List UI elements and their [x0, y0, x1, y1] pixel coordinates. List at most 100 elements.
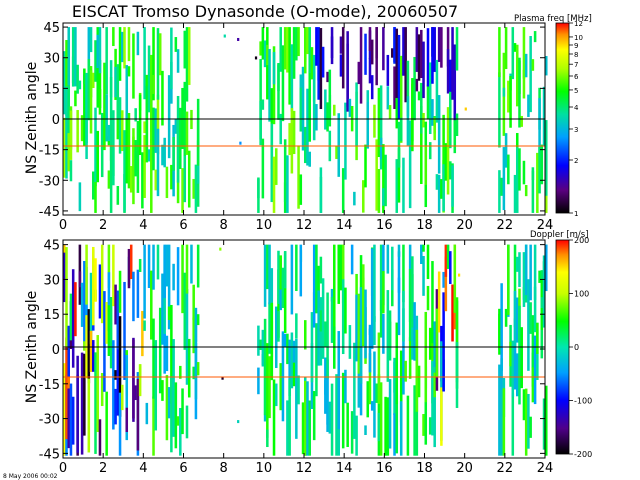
data-cell — [92, 72, 95, 88]
data-cell — [402, 290, 405, 342]
data-cell — [386, 54, 390, 86]
data-cell — [112, 340, 115, 430]
data-cell — [388, 379, 392, 449]
data-cell — [292, 27, 296, 79]
data-cell — [379, 137, 383, 160]
colorbar-tick-label: 6 — [574, 73, 579, 81]
data-cell — [420, 29, 423, 79]
data-cell — [76, 110, 79, 153]
colorbar-tick-label: 3 — [574, 126, 578, 134]
data-cell — [344, 102, 347, 180]
data-cell — [515, 353, 519, 397]
data-cell — [259, 339, 262, 350]
data-cell — [185, 289, 189, 385]
data-cell — [74, 282, 77, 337]
data-cell — [431, 27, 434, 84]
data-cell — [125, 65, 129, 119]
data-cell — [176, 95, 180, 183]
data-cell — [286, 333, 289, 365]
data-cell — [498, 72, 501, 148]
data-cell — [308, 400, 311, 456]
data-cell — [520, 327, 523, 389]
colorbar-tick-label: 200 — [574, 236, 589, 245]
data-cell — [431, 99, 434, 126]
data-cell — [402, 27, 405, 76]
data-cell — [399, 350, 403, 423]
data-cell — [415, 329, 419, 412]
data-cell — [355, 82, 358, 147]
colorbar2-ticks: 200 100 0 -100 -200 — [569, 236, 592, 459]
data-cell — [63, 117, 66, 178]
data-cell — [83, 260, 86, 351]
data-cell — [279, 255, 282, 290]
data-cell — [147, 244, 151, 289]
data-cell — [292, 110, 296, 155]
data-cell — [395, 28, 399, 102]
data-cell — [295, 338, 298, 439]
data-cell — [518, 305, 521, 405]
data-cell — [529, 416, 532, 438]
data-cell — [408, 337, 412, 379]
x-tick-label: 10 — [256, 218, 273, 233]
colorbar2-label: Doppler [m/s] — [530, 230, 589, 240]
data-cell — [404, 27, 407, 103]
data-cell — [103, 291, 106, 392]
data-cell — [114, 370, 117, 380]
data-cell — [428, 62, 432, 135]
data-cell — [444, 244, 448, 277]
data-cell — [362, 264, 365, 345]
data-cell — [386, 397, 390, 456]
data-cell — [433, 372, 436, 398]
data-cell — [350, 244, 354, 275]
data-cell — [522, 69, 526, 99]
data-cell — [341, 168, 345, 213]
data-cell — [98, 419, 102, 456]
data-cell — [283, 333, 287, 347]
data-cell — [286, 155, 289, 213]
data-cell — [518, 57, 521, 128]
data-cell — [545, 385, 548, 456]
data-cell — [237, 420, 240, 424]
data-cell — [326, 292, 329, 379]
data-cell — [268, 356, 271, 419]
data-cell — [373, 244, 376, 322]
data-cell — [364, 289, 367, 359]
data-cell — [341, 372, 345, 449]
data-cell — [143, 320, 146, 331]
data-cell — [391, 246, 394, 291]
data-cell — [147, 149, 151, 162]
data-cell — [80, 115, 84, 142]
data-cell — [498, 364, 501, 456]
data-cell — [237, 37, 240, 41]
data-cell — [185, 111, 189, 155]
x-tick-label: 6 — [179, 218, 187, 233]
data-cell — [129, 244, 133, 280]
data-cell — [435, 174, 439, 190]
data-cell — [402, 244, 405, 303]
x-tick-label: 12 — [296, 461, 313, 476]
data-cell — [96, 34, 100, 69]
data-cell — [388, 310, 392, 361]
data-cell — [417, 365, 421, 398]
data-cell — [125, 407, 129, 433]
data-cell — [292, 340, 296, 373]
data-cell — [393, 413, 396, 456]
data-cell — [132, 339, 135, 419]
data-cell — [172, 263, 175, 291]
data-cell — [192, 317, 195, 354]
data-cell — [304, 380, 307, 456]
data-cell — [397, 34, 401, 120]
colorbar-tick-label: 5 — [574, 87, 578, 95]
data-cell — [288, 379, 291, 456]
data-cell — [94, 40, 97, 82]
colorbar1 — [555, 22, 570, 214]
data-cell — [524, 53, 528, 78]
data-cell — [288, 339, 291, 396]
data-cell — [346, 402, 349, 447]
data-cell — [533, 286, 537, 333]
data-cell — [509, 76, 512, 128]
data-cell — [308, 70, 311, 142]
data-cell — [306, 88, 309, 166]
data-cell — [268, 302, 271, 354]
